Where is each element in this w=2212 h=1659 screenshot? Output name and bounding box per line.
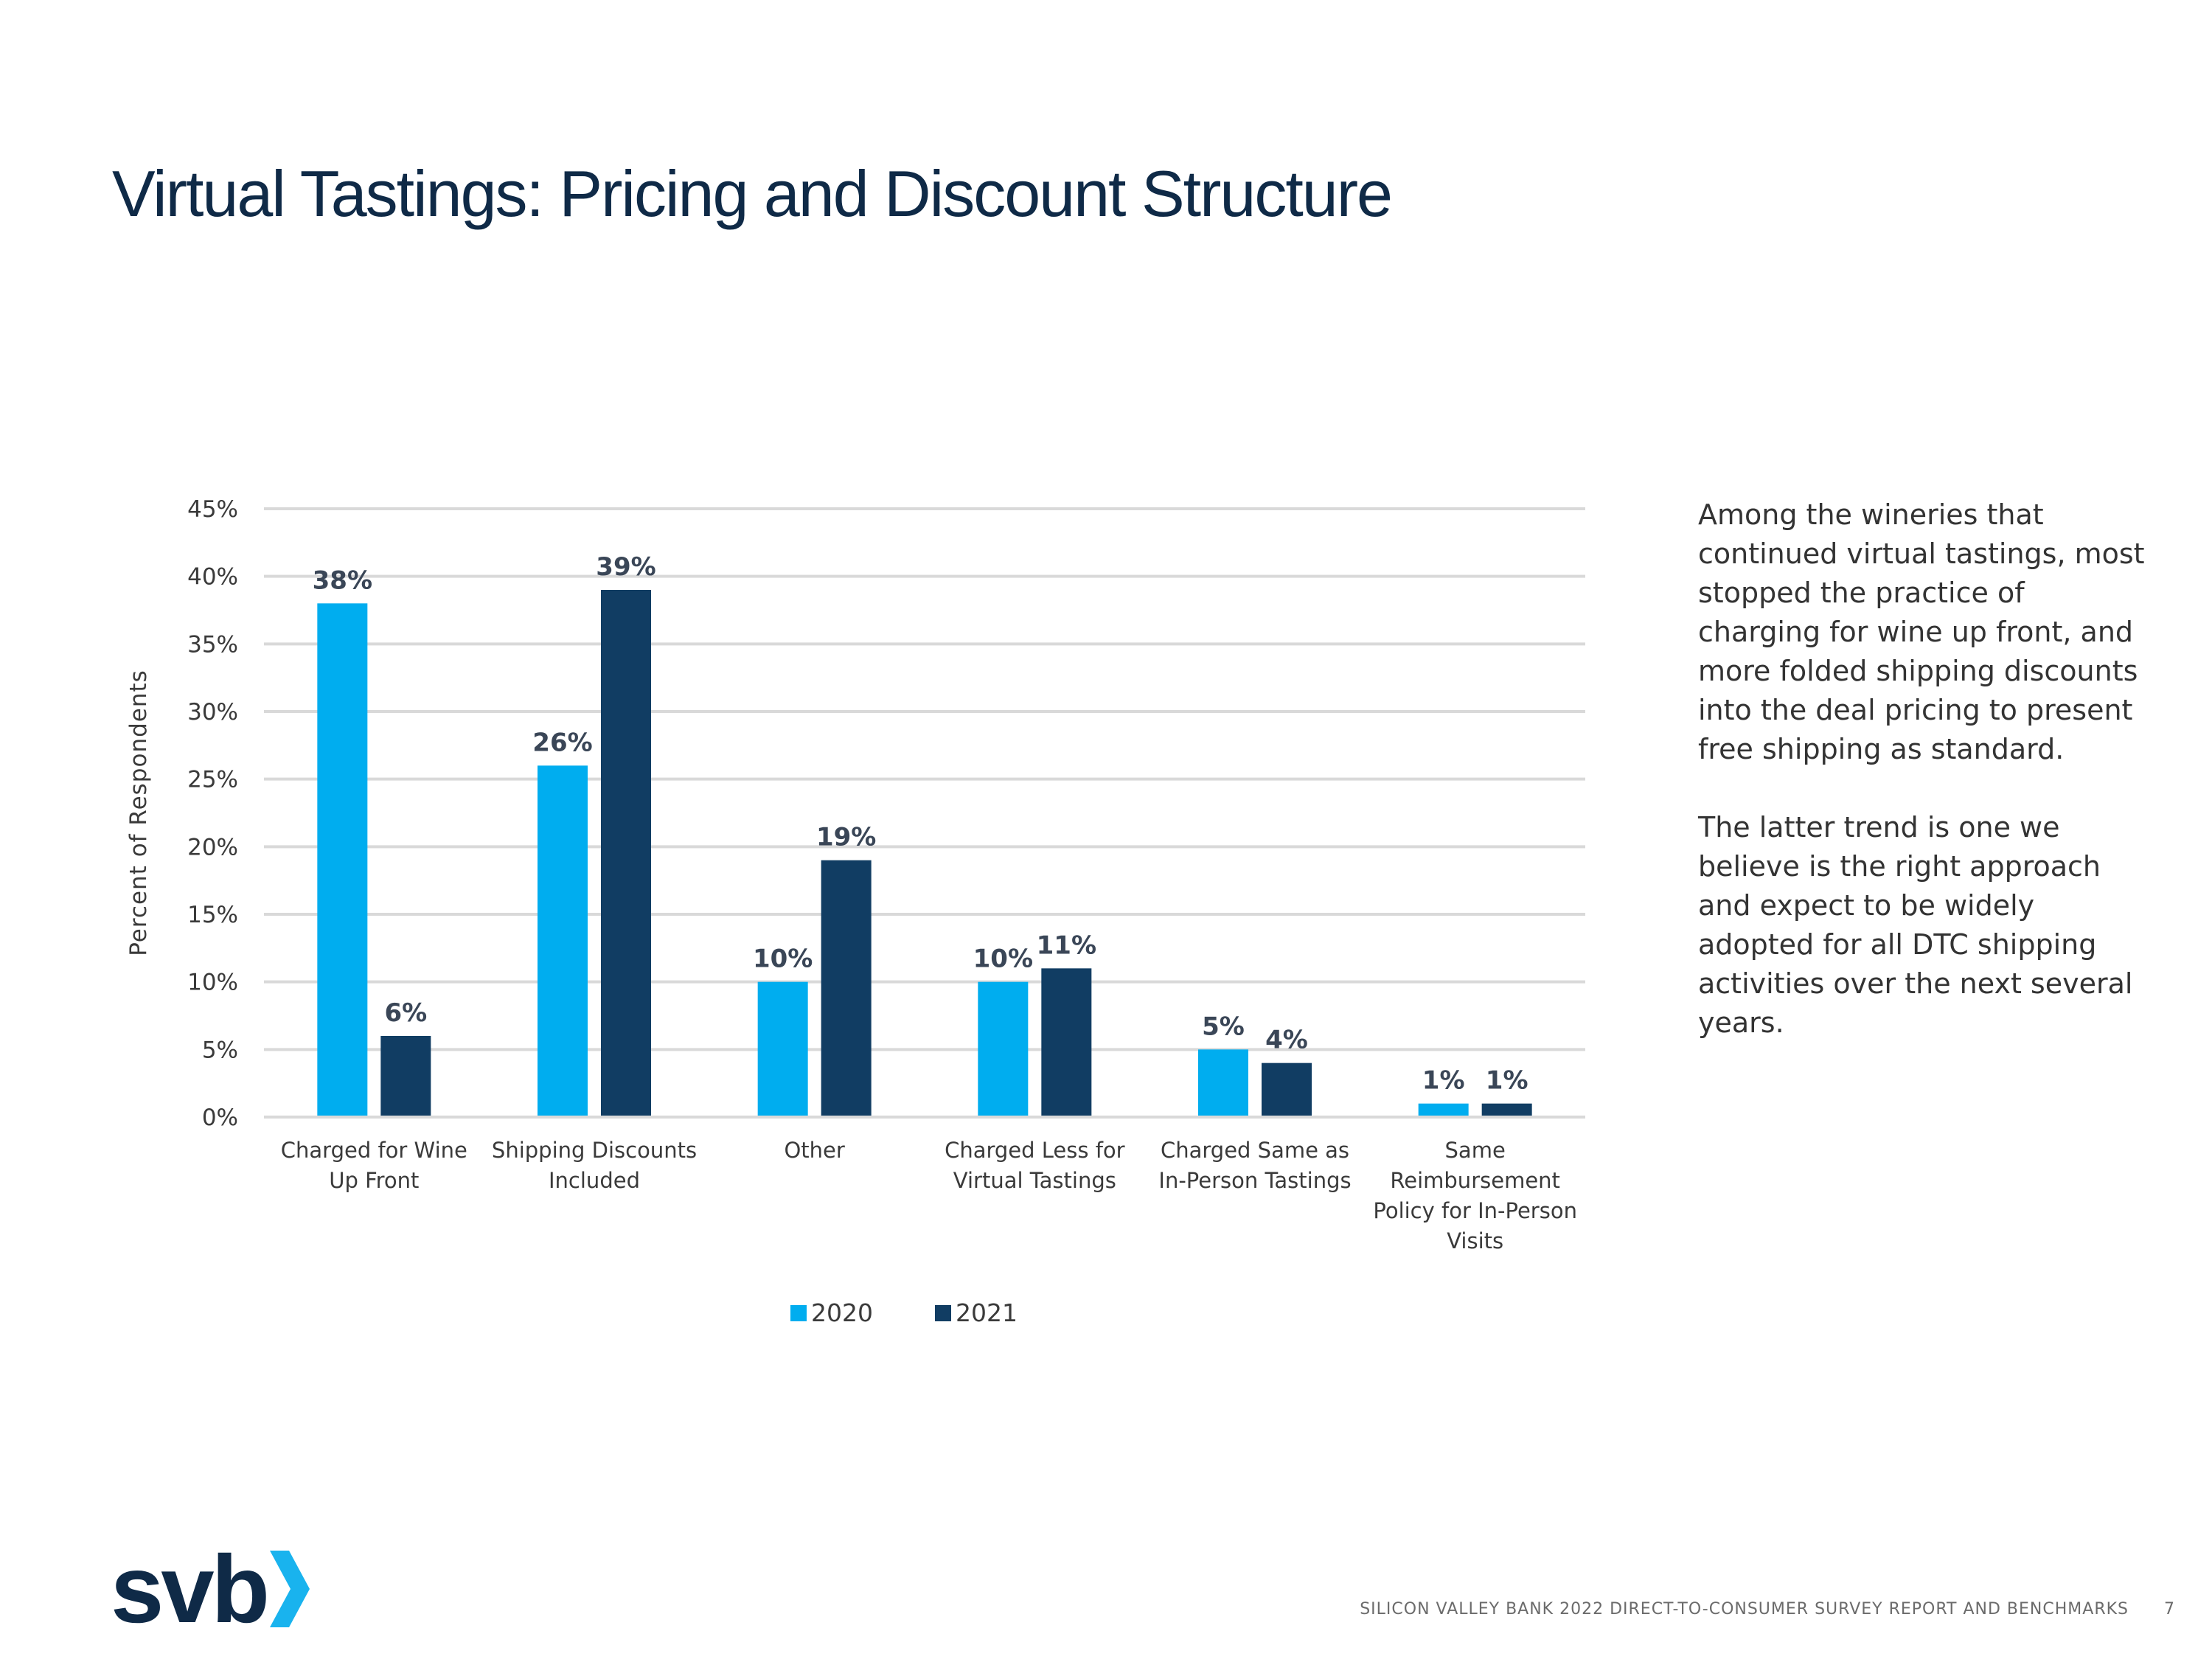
x-category-label: Reimbursement	[1390, 1168, 1560, 1193]
x-category-label: Shipping Discounts	[492, 1138, 697, 1163]
bar-2021-1	[380, 1036, 431, 1117]
legend-label: 2020	[811, 1298, 873, 1327]
bar-2021-5	[1262, 1062, 1312, 1117]
y-tick-label: 30%	[187, 699, 238, 726]
commentary: Among the wineries that continued virtua…	[1698, 495, 2155, 1082]
bar-2021-6	[1481, 1103, 1532, 1117]
x-category-label: Charged Same as	[1161, 1138, 1349, 1163]
data-label: 19%	[816, 823, 876, 852]
x-category-label: Charged for Wine	[281, 1138, 467, 1163]
bar-2021-4	[1041, 968, 1092, 1117]
data-label: 5%	[1202, 1012, 1245, 1041]
x-category-label: Other	[784, 1138, 844, 1163]
bar-2021-3	[821, 860, 872, 1117]
svb-logo: svb	[111, 1537, 311, 1641]
footer-report-title: SILICON VALLEY BANK 2022 DIRECT-TO-CONSU…	[1360, 1600, 2129, 1618]
data-label: 26%	[532, 728, 592, 757]
x-category-label: Up Front	[329, 1168, 419, 1193]
commentary-paragraph-2: The latter trend is one we believe is th…	[1698, 811, 2133, 1039]
logo-text: svb	[111, 1535, 270, 1643]
legend-label: 2021	[956, 1298, 1018, 1327]
y-axis-label: Percent of Respondents	[125, 669, 152, 956]
bar-2020-3	[757, 981, 808, 1117]
data-label: 4%	[1265, 1026, 1308, 1055]
bar-2021-2	[601, 590, 651, 1117]
y-tick-label: 25%	[187, 767, 238, 793]
y-tick-label: 20%	[187, 834, 238, 860]
bar-2020-6	[1418, 1103, 1469, 1117]
footer: SILICON VALLEY BANK 2022 DIRECT-TO-CONSU…	[1327, 1600, 2175, 1618]
y-tick-label: 0%	[202, 1105, 238, 1131]
data-label: 39%	[596, 552, 655, 582]
y-tick-label: 40%	[187, 564, 238, 591]
x-category-label: Same	[1445, 1138, 1506, 1163]
data-label: 10%	[973, 945, 1033, 974]
bar-2020-4	[978, 981, 1029, 1117]
chevron-right-icon	[270, 1551, 310, 1627]
bar-2020-2	[538, 765, 588, 1117]
x-category-label: Virtual Tastings	[953, 1168, 1116, 1193]
y-tick-label: 15%	[187, 902, 238, 928]
bar-2020-5	[1198, 1049, 1248, 1117]
data-label: 6%	[384, 998, 427, 1028]
x-category-label: Visits	[1447, 1228, 1503, 1253]
data-label: 11%	[1037, 931, 1096, 960]
commentary-paragraph-1: Among the wineries that continued virtua…	[1698, 498, 2145, 765]
x-category-label: Included	[549, 1168, 640, 1193]
y-tick-label: 5%	[202, 1037, 238, 1063]
y-tick-label: 10%	[187, 970, 238, 996]
data-label: 1%	[1486, 1066, 1528, 1096]
legend-swatch-2021	[935, 1305, 951, 1321]
y-tick-label: 45%	[187, 496, 238, 523]
data-label: 38%	[313, 566, 372, 595]
x-category-label: Charged Less for	[945, 1138, 1125, 1163]
legend-swatch-2020	[790, 1305, 807, 1321]
y-tick-label: 35%	[187, 631, 238, 658]
data-label: 1%	[1422, 1066, 1465, 1096]
page-title: Virtual Tastings: Pricing and Discount S…	[112, 157, 1393, 230]
x-category-label: Policy for In-Person	[1373, 1198, 1577, 1223]
data-label: 10%	[753, 945, 813, 974]
bar-2020-1	[317, 603, 368, 1117]
page-number: 7	[2164, 1600, 2175, 1618]
x-category-label: In-Person Tastings	[1158, 1168, 1351, 1193]
